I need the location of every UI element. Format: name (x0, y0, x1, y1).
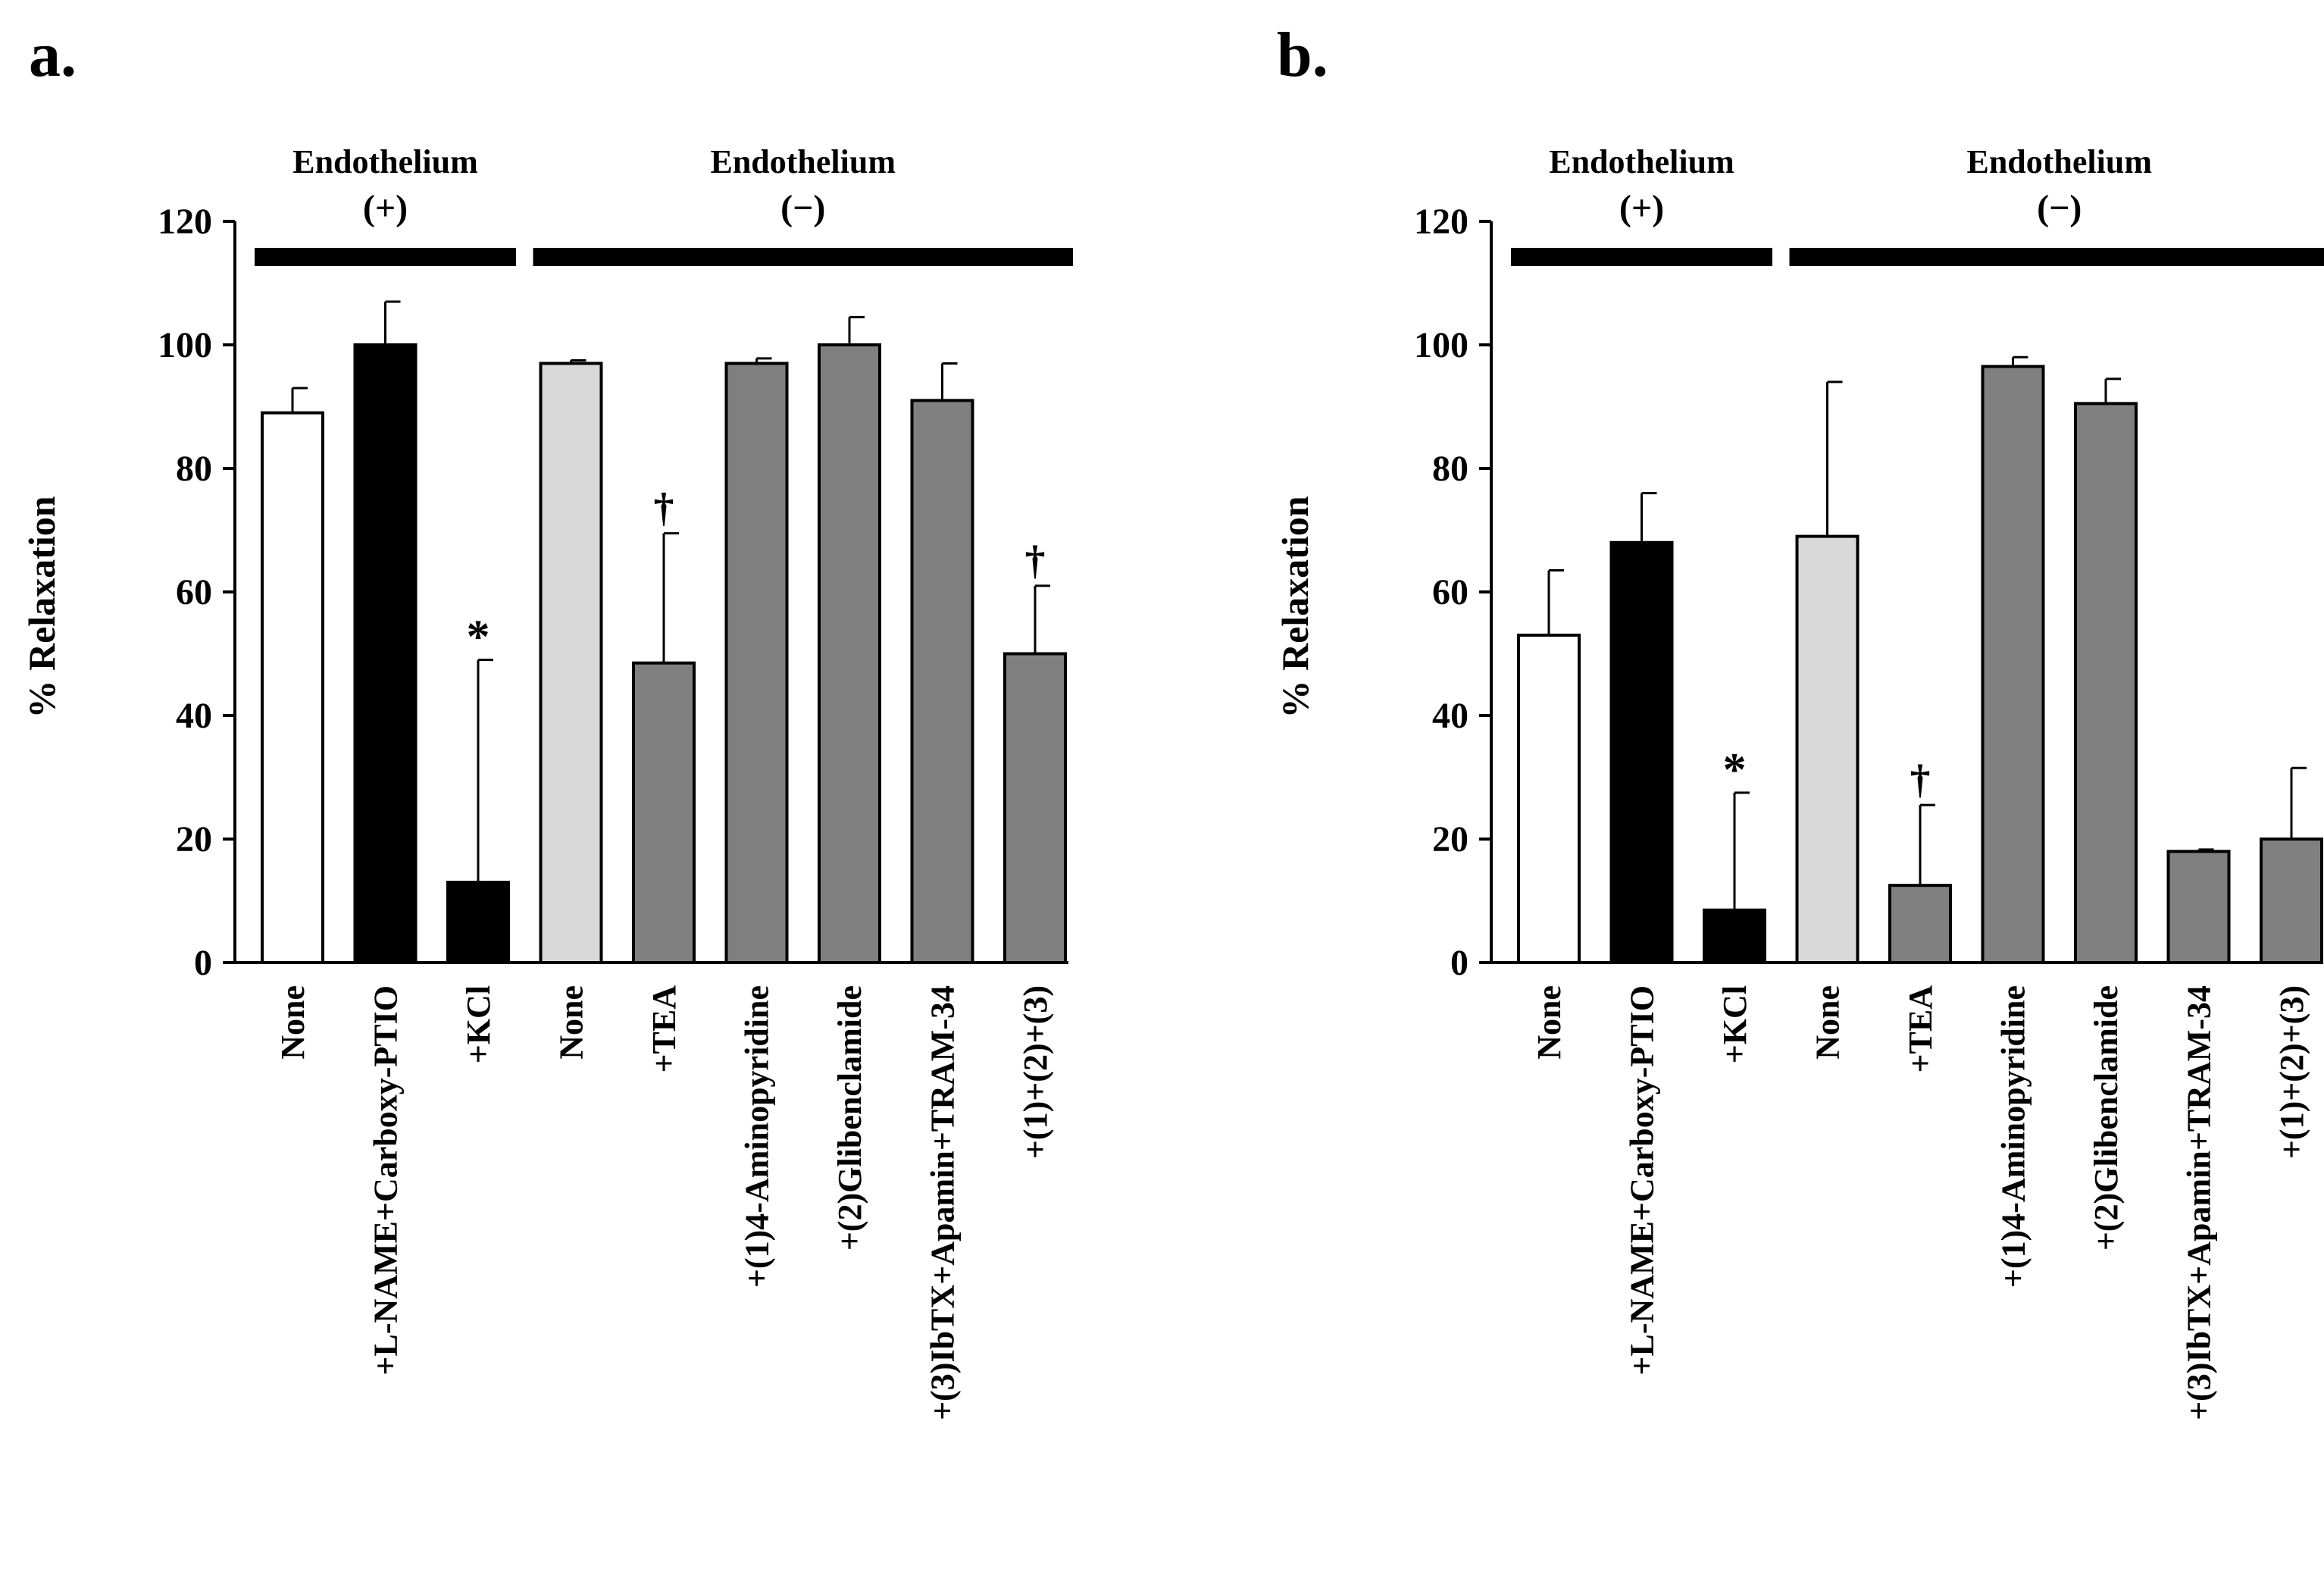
bar (539, 362, 603, 964)
panel-label: a. (29, 20, 77, 90)
bar (2166, 850, 2231, 965)
x-tick-label: +TEA (646, 985, 683, 1073)
x-tick-label: +(3)IbTX+Apamin+TRAM-34 (924, 985, 962, 1420)
x-tick-label: None (1809, 985, 1847, 1060)
group-title: Endothelium (1549, 143, 1734, 180)
group-title: Endothelium (292, 143, 478, 180)
y-tick-label: 20 (1432, 819, 1469, 860)
group-sign: (−) (2037, 188, 2082, 228)
x-tick-label: +(1)4-Aminopyridine (739, 985, 776, 1288)
x-tick-label: None (1531, 985, 1568, 1060)
chart-panel-b: b. % Relaxation 0 20 40 60 80 100 120 * † None +L-NA… (1274, 20, 2324, 1420)
y-axis-label: % Relaxation (20, 496, 63, 718)
bar (353, 343, 418, 964)
x-tick-label: +KCl (460, 985, 497, 1063)
bar (910, 399, 974, 964)
group-sign: (+) (363, 188, 408, 228)
group-bar (255, 248, 516, 266)
y-tick-label: 20 (176, 819, 212, 860)
x-tick-label: None (553, 985, 590, 1060)
y-tick-label: 100 (1414, 325, 1469, 365)
y-tick-label: 120 (1414, 202, 1469, 242)
y-tick-label: 80 (1432, 449, 1469, 489)
significance-asterisk: * (467, 612, 490, 663)
y-tick-label: 60 (1432, 572, 1469, 612)
bar (261, 411, 324, 964)
bar (1888, 884, 1952, 964)
group-bar (1511, 248, 1772, 266)
y-tick-label: 0 (1450, 943, 1469, 983)
bar (1795, 534, 1860, 964)
x-tick-label: +(1)+(2)+(3) (1017, 985, 1054, 1159)
bar (1609, 540, 1674, 964)
y-tick-label: 100 (158, 325, 212, 365)
bar (1517, 634, 1581, 964)
y-axis-label: % Relaxation (1274, 496, 1316, 718)
group-bar (1789, 248, 2324, 266)
bar (1981, 365, 2045, 964)
x-tick-label: +(2)Glibenclamide (2088, 985, 2125, 1251)
x-tick-label: +(2)Glibenclamide (831, 985, 868, 1251)
bar (2260, 838, 2323, 964)
group-sign: (+) (1619, 188, 1664, 228)
y-tick-label: 120 (158, 202, 212, 242)
bar (818, 343, 881, 964)
group-sign: (−) (780, 188, 825, 228)
y-tick-label: 60 (176, 572, 212, 612)
x-tick-label: None (274, 985, 311, 1060)
y-tick-label: 40 (176, 696, 212, 736)
bar (632, 661, 696, 964)
bar (724, 362, 789, 964)
bar (2074, 402, 2138, 964)
significance-asterisk: * (1723, 744, 1747, 796)
x-tick-label: +(1)+(2)+(3) (2273, 985, 2310, 1159)
panel-label: b. (1277, 20, 1328, 90)
x-tick-label: +(1)4-Aminopyridine (1995, 985, 2032, 1288)
x-tick-label: +(3)IbTX+Apamin+TRAM-34 (2181, 985, 2218, 1420)
significance-dagger: † (1025, 537, 1046, 583)
bar (1003, 652, 1067, 964)
y-tick-label: 40 (1432, 696, 1469, 736)
chart-panel-a: a. % Relaxation 0 20 40 60 80 100 120 * † † None +L-N… (20, 20, 1073, 1420)
significance-dagger: † (1910, 756, 1931, 802)
x-tick-label: +KCl (1716, 985, 1753, 1063)
group-title: Endothelium (1966, 143, 2152, 180)
group-title: Endothelium (710, 143, 896, 180)
y-tick-label: 80 (176, 449, 212, 489)
x-tick-label: +L-NAME+Carboxy-PTIO (368, 985, 405, 1376)
group-bar (533, 248, 1073, 266)
x-tick-label: +L-NAME+Carboxy-PTIO (1624, 985, 1661, 1376)
significance-dagger: † (654, 485, 674, 531)
x-tick-label: +TEA (1902, 985, 1939, 1073)
y-tick-label: 0 (194, 943, 212, 983)
bar (1703, 908, 1766, 964)
bar (446, 881, 510, 965)
